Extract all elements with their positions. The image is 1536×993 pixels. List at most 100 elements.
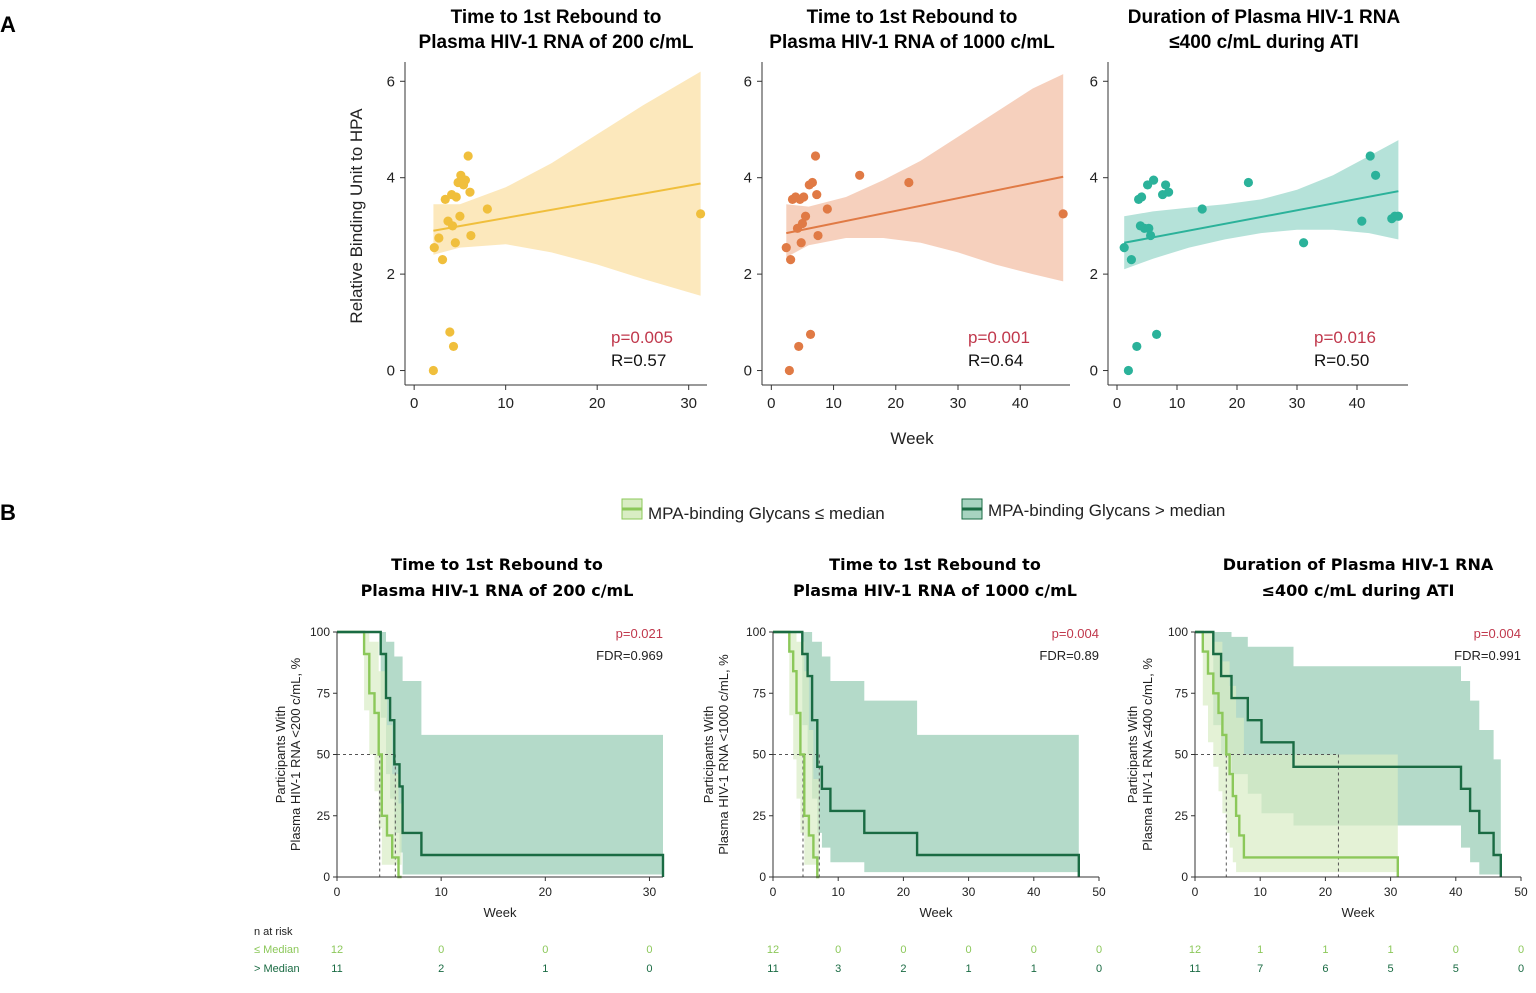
risk-count-high: 0 <box>1518 963 1524 975</box>
ci-band-low <box>1195 632 1398 873</box>
chart-title-line: Plasma HIV-1 RNA of 1000 c/mL <box>793 581 1077 600</box>
risk-count-high: 1 <box>542 963 548 975</box>
x-tick-label: 10 <box>825 395 842 412</box>
risk-count-high: 1 <box>966 963 972 975</box>
data-point <box>1299 238 1309 248</box>
chart-title-line: Duration of Plasma HIV-1 RNA <box>1223 555 1494 574</box>
x-tick-label: 30 <box>643 885 657 899</box>
data-point <box>799 192 809 202</box>
x-axis-label: Week <box>484 905 517 920</box>
x-tick-label: 20 <box>1229 395 1246 412</box>
data-point <box>794 341 804 352</box>
risk-label-low: ≤ Median <box>254 944 299 956</box>
y-tick-label: 50 <box>1175 748 1189 762</box>
y-tick-label: 0 <box>759 870 766 884</box>
data-point <box>781 243 791 253</box>
fdr-value: FDR=0.991 <box>1454 648 1521 663</box>
legend-label-high: MPA-binding Glycans > median <box>988 501 1225 520</box>
fit-line <box>433 182 701 232</box>
data-point <box>1123 365 1133 376</box>
y-axis-label-line: Participants With <box>701 706 716 804</box>
risk-count-low: 12 <box>1189 944 1201 956</box>
data-point <box>695 209 706 219</box>
data-point <box>440 194 450 204</box>
confidence-band <box>1124 140 1399 270</box>
risk-count-low: 1 <box>1388 944 1394 956</box>
p-value: p=0.005 <box>611 328 673 347</box>
survival-curve-low <box>337 630 402 879</box>
risk-count-high: 3 <box>835 963 841 975</box>
x-tick-label: 40 <box>1012 395 1029 412</box>
data-point <box>465 187 475 197</box>
data-point <box>429 243 439 253</box>
risk-label-high: > Median <box>254 963 300 975</box>
data-point <box>1132 341 1142 352</box>
x-tick-label: 0 <box>1192 885 1199 899</box>
ci-band-high <box>337 632 663 875</box>
data-point <box>1357 216 1367 226</box>
y-axis-label-line: Participants With <box>273 706 288 804</box>
risk-count-low: 0 <box>1031 944 1037 956</box>
data-point <box>437 255 448 265</box>
r-value: R=0.50 <box>1314 351 1369 370</box>
fit-line <box>1124 190 1399 244</box>
risk-count-high: 11 <box>331 963 342 975</box>
y-tick-label: 75 <box>753 686 767 700</box>
data-point <box>445 327 455 337</box>
risk-count-low: 1 <box>1257 944 1263 956</box>
chart-title-line: Duration of Plasma HIV-1 RNA <box>1128 7 1401 28</box>
data-point <box>904 177 914 188</box>
risk-count-low: 0 <box>1518 944 1524 956</box>
x-axis-label: Week <box>1342 905 1375 920</box>
km-plot-duration-400: Duration of Plasma HIV-1 RNA ≤400 c/mL du… <box>1125 555 1528 975</box>
x-tick-label: 0 <box>767 395 775 412</box>
fdr-value: FDR=0.89 <box>1039 648 1099 663</box>
data-point <box>1152 329 1162 339</box>
x-tick-label: 20 <box>1319 885 1333 899</box>
data-point <box>1119 243 1129 253</box>
y-tick-label: 0 <box>744 363 752 380</box>
x-tick-label: 0 <box>334 885 341 899</box>
scatter-plot-rebound-200: Time to 1st Rebound to Plasma HIV-1 RNA o… <box>347 7 707 412</box>
data-point <box>1137 192 1147 202</box>
y-axis-label-line: Participants With <box>1125 706 1140 804</box>
chart-title-line: ≤400 c/mL during ATI <box>1169 32 1359 53</box>
data-point <box>855 170 865 180</box>
x-tick-label: 30 <box>680 395 697 412</box>
x-tick-label: 10 <box>1169 395 1186 412</box>
km-plot-rebound-200: Time to 1st Rebound to Plasma HIV-1 RNA o… <box>273 555 665 975</box>
data-point <box>813 230 823 241</box>
y-tick-label: 75 <box>1175 686 1189 700</box>
y-tick-label: 6 <box>1090 73 1098 90</box>
survival-curve-high <box>773 630 1080 877</box>
data-point <box>796 238 806 248</box>
p-value: p=0.004 <box>1052 626 1099 641</box>
risk-count-high: 2 <box>900 963 906 975</box>
risk-count-low: 0 <box>1096 944 1102 956</box>
y-tick-label: 2 <box>387 266 395 283</box>
y-tick-label: 75 <box>317 686 331 700</box>
y-tick-label: 6 <box>744 73 752 90</box>
risk-count-high: 5 <box>1388 963 1394 975</box>
risk-count-low: 0 <box>646 944 652 956</box>
data-point <box>428 365 438 376</box>
p-value: p=0.016 <box>1314 328 1376 347</box>
x-tick-label: 50 <box>1092 885 1106 899</box>
y-tick-label: 4 <box>387 170 395 187</box>
data-point <box>784 365 794 376</box>
survival-curve-high <box>337 630 665 877</box>
ci-band-high <box>1195 632 1501 875</box>
y-tick-label: 100 <box>746 625 766 639</box>
risk-count-low: 12 <box>767 944 779 956</box>
y-axis-label-line: Plasma HIV-1 RNA <200 c/mL, % <box>288 657 303 851</box>
chart-title-line: Plasma HIV-1 RNA of 1000 c/mL <box>769 32 1055 53</box>
x-tick-label: 10 <box>434 885 448 899</box>
fit-line <box>786 175 1064 235</box>
y-tick-label: 25 <box>317 809 331 823</box>
data-point <box>1149 175 1159 185</box>
data-point <box>786 255 796 265</box>
x-tick-label: 40 <box>1449 885 1463 899</box>
x-tick-label: 30 <box>1384 885 1398 899</box>
panel-a-label: A <box>0 12 16 37</box>
y-tick-label: 25 <box>753 809 767 823</box>
